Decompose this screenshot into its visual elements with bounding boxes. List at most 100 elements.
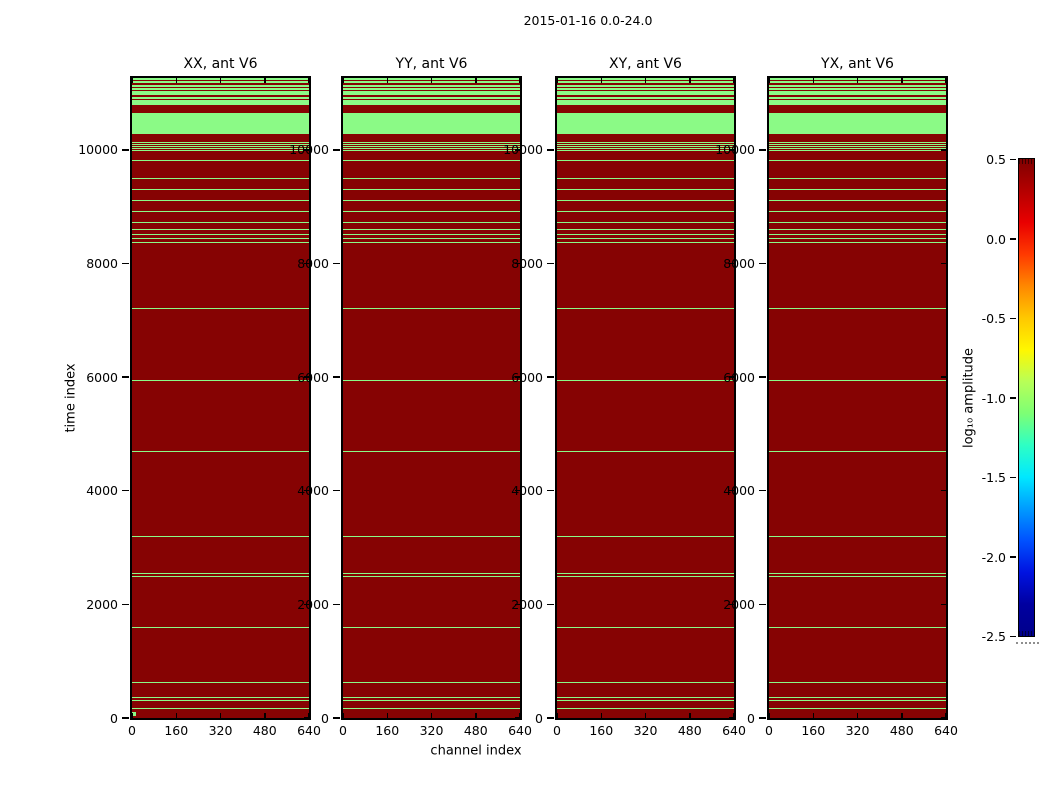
y-tick-mark (122, 489, 129, 492)
y-tick-mark (729, 262, 734, 265)
x-tick-mark (644, 78, 647, 83)
y-tick-mark (333, 376, 340, 378)
x-tick-mark (901, 78, 903, 83)
x-tick-label: 320 (633, 723, 658, 738)
colorbar-extend-dots (1016, 642, 1039, 644)
green-stripe (343, 242, 520, 244)
green-stripe (132, 536, 309, 538)
green-stripe (769, 536, 946, 538)
x-tick-mark (132, 713, 133, 718)
y-tick-mark (547, 262, 554, 265)
green-stripe (769, 307, 946, 309)
green-stripe (343, 148, 520, 150)
green-stripe (343, 233, 520, 235)
y-tick-label: 8000 (297, 255, 329, 271)
green-stripe (557, 92, 734, 95)
green-stripe (557, 211, 734, 213)
y-tick-mark (547, 603, 554, 606)
y-tick-mark (547, 376, 554, 378)
x-tick-label: 0 (128, 723, 136, 738)
y-tick-mark (304, 717, 309, 718)
y-tick-mark (941, 262, 946, 265)
x-tick-label: 480 (252, 723, 277, 738)
green-stripe (769, 233, 946, 235)
y-tick-label: 10000 (289, 142, 329, 158)
x-tick-label: 160 (164, 723, 189, 738)
green-stripe (132, 90, 309, 93)
green-stripe (769, 188, 946, 190)
y-tick-mark (941, 603, 946, 606)
x-tick-label: 480 (463, 723, 488, 738)
colorbar-tick-label: -0.5 (981, 311, 1006, 326)
green-stripe (343, 160, 520, 162)
green-stripe (343, 188, 520, 190)
green-stripe (343, 682, 520, 684)
y-tick-mark (729, 603, 734, 606)
green-stripe (769, 96, 946, 99)
x-tick-label: 480 (889, 723, 914, 738)
panel-title: YX, ant V6 (821, 56, 894, 72)
y-tick-label: 6000 (297, 369, 329, 385)
green-stripe (132, 88, 309, 91)
colorbar-tick-label: -2.0 (981, 549, 1006, 565)
y-tick-mark (941, 149, 946, 151)
green-stripe (343, 211, 520, 213)
green-stripe (132, 84, 309, 87)
y-tick-label: 2000 (511, 596, 543, 612)
green-stripe (343, 84, 520, 87)
y-tick-mark (333, 149, 340, 151)
y-tick-mark (333, 489, 340, 492)
panel-title: XY, ant V6 (609, 56, 682, 72)
panel-title: YY, ant V6 (395, 56, 468, 72)
green-stripe (769, 84, 946, 87)
green-stripe (132, 146, 309, 148)
green-stripe (343, 96, 520, 99)
green-stripe (769, 707, 946, 709)
green-stripe (557, 150, 734, 152)
green-stripe (557, 160, 734, 162)
x-tick-mark (343, 78, 344, 83)
green-stripe (769, 142, 946, 144)
y-tick-label: 6000 (86, 369, 118, 385)
green-stripe (557, 707, 734, 709)
y-tick-mark (729, 489, 734, 492)
colorbar-label: log₁₀ amplitude (961, 347, 977, 449)
green-stripe (132, 92, 309, 95)
green-stripe (557, 144, 734, 146)
green-stripe (132, 222, 309, 224)
green-stripe (343, 380, 520, 382)
y-tick-label: 0 (321, 710, 329, 726)
y-tick-mark (515, 149, 520, 151)
x-tick-mark (689, 713, 691, 718)
low-amplitude-marker (132, 711, 136, 716)
y-tick-mark (515, 376, 520, 378)
green-stripe (557, 146, 734, 148)
green-stripe (557, 237, 734, 239)
y-tick-mark (515, 603, 520, 606)
y-tick-label: 8000 (723, 255, 755, 271)
green-stripe (769, 380, 946, 382)
x-tick-mark (812, 713, 814, 718)
x-tick-mark (132, 78, 133, 83)
x-tick-label: 320 (419, 723, 444, 738)
green-stripe (132, 142, 309, 144)
x-tick-mark (733, 713, 734, 718)
x-tick-mark (557, 713, 558, 718)
y-tick-mark (941, 489, 946, 492)
green-stripe (557, 148, 734, 150)
green-stripe (769, 100, 946, 105)
y-tick-mark (122, 717, 129, 719)
y-tick-mark (515, 262, 520, 265)
green-stripe (769, 88, 946, 91)
green-stripe (132, 177, 309, 180)
y-tick-mark (759, 149, 766, 151)
green-stripe (769, 573, 946, 575)
y-tick-mark (759, 717, 766, 719)
green-stripe (132, 100, 309, 105)
x-tick-label: 320 (208, 723, 233, 738)
y-tick-label: 4000 (511, 483, 543, 499)
x-tick-label: 0 (339, 723, 347, 738)
green-stripe (343, 627, 520, 629)
green-stripe (343, 696, 520, 698)
